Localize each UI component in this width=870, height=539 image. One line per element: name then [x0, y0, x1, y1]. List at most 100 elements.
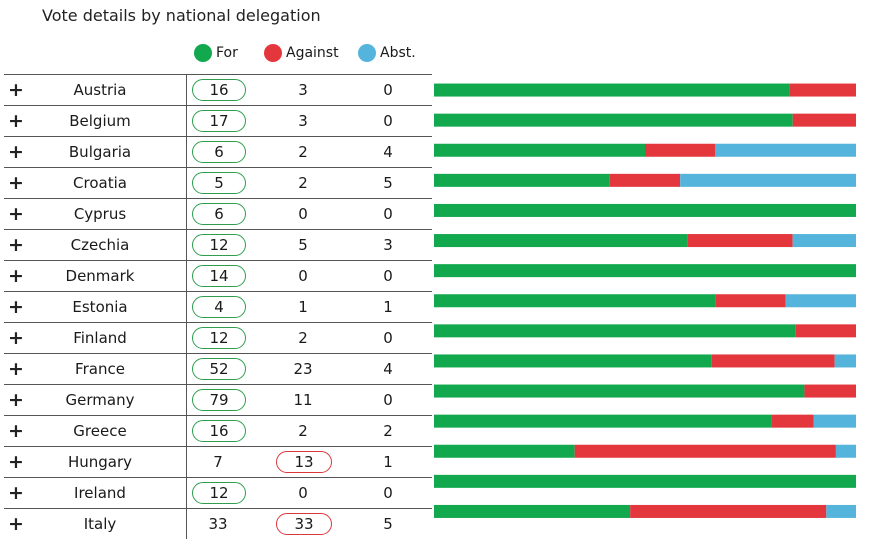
bar-segment-abstention: [813, 414, 856, 428]
expand-plus-icon[interactable]: +: [8, 234, 24, 256]
country-name: Belgium: [69, 112, 131, 130]
bar-segment-for: [434, 444, 575, 458]
for-count: 14: [192, 265, 246, 287]
row-divider: [186, 478, 187, 508]
table-row: + Finland 12 2 0: [4, 323, 432, 354]
table-row: + Italy 33 33 5: [4, 509, 432, 539]
country-name: France: [75, 360, 125, 378]
against-count: 33: [276, 513, 332, 535]
expand-plus-icon[interactable]: +: [8, 172, 24, 194]
bar-segment-abstention: [785, 294, 856, 308]
bar-segment-against: [715, 294, 786, 308]
bar-segment-for: [434, 234, 688, 248]
expand-plus-icon[interactable]: +: [8, 513, 24, 535]
against-count: 0: [298, 484, 308, 502]
expand-plus-icon[interactable]: +: [8, 141, 24, 163]
row-divider: [186, 354, 187, 384]
against-count: 2: [298, 174, 308, 192]
table-row: + Belgium 17 3 0: [4, 106, 432, 137]
table-row: + Germany 79 11 0: [4, 385, 432, 416]
bar-segment-against: [711, 354, 835, 368]
country-name: Greece: [73, 422, 127, 440]
abstention-count: 0: [383, 112, 393, 130]
table-row: + Cyprus 6 0 0: [4, 199, 432, 230]
row-divider: [186, 416, 187, 446]
for-count: 52: [192, 358, 246, 380]
for-count: 5: [192, 172, 246, 194]
expand-plus-icon[interactable]: +: [8, 79, 24, 101]
bar-segment-against: [687, 234, 793, 248]
expand-plus-icon[interactable]: +: [8, 420, 24, 442]
bar-segment-for: [434, 354, 712, 368]
against-count: 5: [298, 236, 308, 254]
bar-segment-abstention: [715, 143, 856, 157]
expand-plus-icon[interactable]: +: [8, 451, 24, 473]
against-count: 0: [298, 205, 308, 223]
for-count: 6: [192, 141, 246, 163]
stacked-bar-chart: [434, 83, 856, 518]
expand-plus-icon[interactable]: +: [8, 389, 24, 411]
abstention-count: 0: [383, 329, 393, 347]
country-name: Italy: [83, 515, 117, 533]
bar-segment-against: [804, 384, 856, 398]
country-name: Finland: [73, 329, 127, 347]
country-name: Croatia: [73, 174, 127, 192]
expand-plus-icon[interactable]: +: [8, 327, 24, 349]
against-count: 11: [293, 391, 313, 409]
bar-segment-for: [434, 324, 796, 338]
bar-segment-for: [434, 474, 856, 488]
expand-plus-icon[interactable]: +: [8, 203, 24, 225]
abstention-count: 5: [383, 515, 393, 533]
row-divider: [186, 323, 187, 353]
bar-segment-for: [434, 173, 610, 187]
expand-plus-icon[interactable]: +: [8, 482, 24, 504]
against-count: 2: [298, 143, 308, 161]
bar-segment-against: [609, 173, 681, 187]
abstention-count: 1: [383, 298, 393, 316]
chart-title: Vote details by national delegation: [42, 6, 321, 25]
bar-segment-against: [792, 113, 856, 127]
row-divider: [186, 447, 187, 477]
country-name: Hungary: [67, 453, 133, 471]
country-name: Estonia: [72, 298, 128, 316]
legend: For Against Abst.: [0, 44, 440, 66]
bar-segment-for: [434, 203, 856, 217]
table-row: + Denmark 14 0 0: [4, 261, 432, 292]
row-divider: [186, 385, 187, 415]
bar-segment-for: [434, 83, 790, 97]
country-name: Bulgaria: [68, 143, 132, 161]
expand-plus-icon[interactable]: +: [8, 265, 24, 287]
expand-plus-icon[interactable]: +: [8, 110, 24, 132]
row-divider: [186, 199, 187, 229]
bar-segment-for: [434, 113, 793, 127]
for-count: 17: [192, 110, 246, 132]
row-divider: [186, 230, 187, 260]
against-count: 23: [293, 360, 313, 378]
bar-segment-against: [789, 83, 856, 97]
table-row: + Estonia 4 1 1: [4, 292, 432, 323]
row-divider: [186, 261, 187, 291]
country-name: Czechia: [70, 236, 130, 254]
row-divider: [186, 168, 187, 198]
against-count: 0: [298, 267, 308, 285]
against-count: 2: [298, 329, 308, 347]
for-count: 7: [213, 453, 223, 471]
country-name: Ireland: [74, 484, 126, 502]
expand-plus-icon[interactable]: +: [8, 296, 24, 318]
bar-segment-for: [434, 414, 772, 428]
table-row: + Bulgaria 6 2 4: [4, 137, 432, 168]
legend-for-dot: [194, 44, 212, 62]
bar-segment-abstention: [835, 444, 856, 458]
legend-against-label: Against: [286, 45, 339, 61]
against-count: 1: [298, 298, 308, 316]
legend-against-dot: [264, 44, 282, 62]
expand-plus-icon[interactable]: +: [8, 358, 24, 380]
country-name: Cyprus: [73, 205, 127, 223]
bar-segment-against: [645, 143, 716, 157]
for-count: 6: [192, 203, 246, 225]
vote-table: + Austria 16 3 0 + Belgium 17 3 0 + Bulgaria 6 2 4 + Cro…: [4, 74, 432, 539]
against-count: 13: [276, 451, 332, 473]
table-row: + Greece 16 2 2: [4, 416, 432, 447]
abstention-count: 1: [383, 453, 393, 471]
legend-for: For: [194, 44, 238, 62]
